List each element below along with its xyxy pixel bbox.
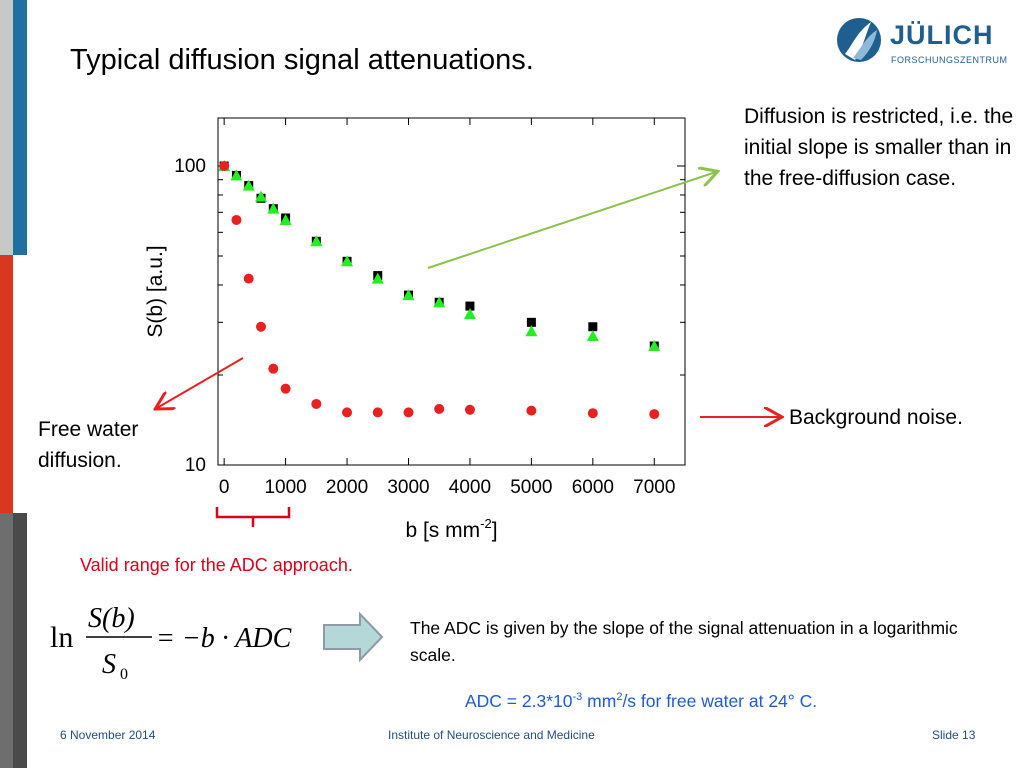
data-point-triangle bbox=[341, 255, 354, 267]
formula-denominator: S bbox=[102, 649, 116, 680]
slide-title: Typical diffusion signal attenuations. bbox=[70, 44, 534, 76]
side-bar-blue bbox=[13, 0, 27, 255]
y-tick-label: 100 bbox=[174, 156, 206, 177]
diffusion-chart: 0 1000 2000 3000 4000 5000 6000 7000 10 100 b [s m… bbox=[144, 117, 686, 542]
side-bar-gray-top bbox=[0, 0, 13, 255]
x-tick-label: 4000 bbox=[449, 477, 491, 498]
valid-range-label: Valid range for the ADC approach. bbox=[80, 555, 353, 575]
data-point-circle bbox=[280, 383, 291, 394]
formula-rhs: = −b · ADC bbox=[156, 623, 292, 654]
data-point-triangle bbox=[525, 325, 538, 337]
data-point-circle bbox=[434, 403, 445, 414]
x-tick-label: 5000 bbox=[510, 477, 552, 498]
plot-frame bbox=[217, 117, 686, 466]
x-tick-label: 6000 bbox=[572, 477, 614, 498]
data-point-circle bbox=[526, 405, 537, 416]
annotation-restricted: Diffusion is restricted, i.e. the initia… bbox=[744, 105, 1014, 190]
x-axis-label: b [s mm-2] bbox=[405, 516, 497, 542]
logo-name: JÜLICH bbox=[890, 20, 994, 50]
side-bar-red bbox=[0, 255, 13, 513]
x-tick-label: 0 bbox=[219, 477, 230, 498]
data-point-triangle bbox=[463, 307, 476, 319]
x-tick-label: 7000 bbox=[633, 477, 675, 498]
data-point-triangle bbox=[648, 340, 661, 352]
x-tick-label: 3000 bbox=[387, 477, 429, 498]
footer-slide-number: Slide 13 bbox=[932, 728, 976, 742]
data-point-circle bbox=[587, 408, 598, 419]
annotation-noise: Background noise. bbox=[789, 406, 963, 429]
x-tick-label: 1000 bbox=[264, 477, 306, 498]
logo-subtitle: FORSCHUNGSZENTRUM bbox=[891, 55, 1008, 65]
data-point-circle bbox=[268, 363, 279, 374]
data-point-triangle bbox=[230, 169, 243, 181]
footer-date: 6 November 2014 bbox=[60, 728, 156, 742]
side-bar-darkgray bbox=[13, 513, 27, 768]
data-point-circle bbox=[372, 407, 383, 418]
data-point-triangle bbox=[242, 179, 255, 191]
adc-description: The ADC is given by the slope of the sig… bbox=[410, 618, 958, 665]
adc-formula: ln S(b) S 0 = −b · ADC bbox=[50, 603, 292, 683]
data-point-square bbox=[588, 322, 598, 332]
data-point-circle bbox=[256, 321, 267, 332]
data-point-square bbox=[526, 317, 536, 327]
formula-numerator: S(b) bbox=[88, 603, 135, 634]
data-point-circle bbox=[243, 273, 254, 284]
y-axis-label: S(b) [a.u.] bbox=[144, 245, 167, 337]
adc-value: ADC = 2.3*10-3 mm2/s for free water at 2… bbox=[465, 690, 818, 711]
data-point-triangle bbox=[433, 296, 446, 308]
data-point-circle bbox=[311, 398, 322, 409]
formula-ln: ln bbox=[50, 621, 73, 654]
side-bar-gray-bottom bbox=[0, 513, 13, 768]
data-point-circle bbox=[219, 161, 230, 171]
annotation-free-water: Free water diffusion. bbox=[38, 418, 139, 472]
data-point-triangle bbox=[255, 190, 268, 202]
footer-institute: Institute of Neuroscience and Medicine bbox=[388, 728, 595, 742]
x-tick-label: 2000 bbox=[326, 477, 368, 498]
julich-logo-icon bbox=[837, 18, 881, 62]
data-point-circle bbox=[464, 404, 475, 415]
y-tick-label: 10 bbox=[185, 455, 206, 476]
data-point-triangle bbox=[267, 202, 280, 214]
data-point-circle bbox=[231, 214, 242, 225]
data-point-triangle bbox=[402, 289, 415, 301]
data-point-triangle bbox=[586, 330, 599, 342]
data-point-triangle bbox=[279, 213, 292, 225]
side-bar-white bbox=[13, 255, 27, 513]
data-point-circle bbox=[403, 407, 414, 418]
formula-denominator-sub: 0 bbox=[120, 666, 128, 683]
block-arrow-icon bbox=[323, 612, 384, 662]
data-point-circle bbox=[649, 409, 660, 420]
data-point-triangle bbox=[371, 272, 384, 284]
data-point-triangle bbox=[310, 235, 323, 247]
data-point-square bbox=[465, 301, 475, 311]
data-point-circle bbox=[342, 407, 353, 418]
